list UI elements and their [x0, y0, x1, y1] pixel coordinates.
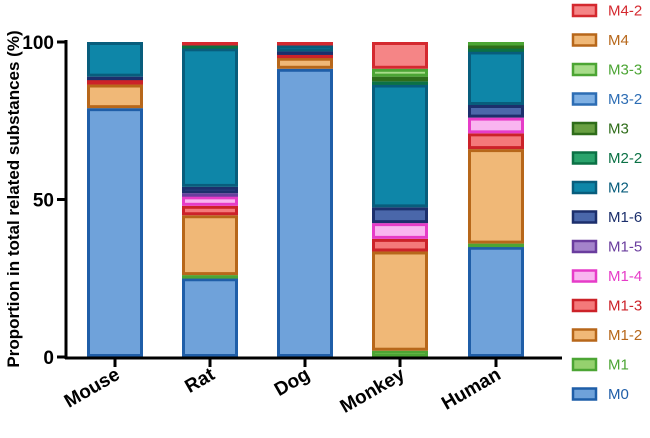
- bar-segment-human-m1: [468, 243, 524, 248]
- bar-segment-dog-m4-2: [277, 42, 333, 46]
- legend-label-m1-6: M1-6: [608, 209, 642, 226]
- x-tick-group: Mouse Rat Dog Monkey Human: [61, 358, 505, 418]
- bar-segment-dog-m2: [277, 45, 333, 52]
- bar-segment-dog-m1-6: [277, 51, 333, 55]
- legend-swatch-m4-2: [571, 3, 598, 18]
- bar-segment-mouse-m1-2: [87, 84, 143, 109]
- x-tick-label-monkey: Monkey: [337, 364, 409, 418]
- legend-swatch-m1-4: [571, 269, 598, 283]
- legend-label-m3-2: M3-2: [608, 91, 642, 108]
- legend-label-m1-2: M1-2: [608, 327, 642, 344]
- bar-segment-monkey-m1-3: [372, 238, 428, 252]
- legend-label-m3-3: M3-3: [608, 62, 642, 79]
- bar-segment-mouse-m1-3: [87, 79, 143, 85]
- legend-swatch-m3: [571, 121, 598, 136]
- legend-swatch-m2: [571, 180, 598, 195]
- legend-label-m1-4: M1-4: [608, 268, 642, 285]
- bar-segment-human-m1-6: [468, 105, 524, 118]
- legend-label-m4-2: M4-2: [608, 3, 642, 20]
- bar-segment-monkey-m3-3: [372, 68, 428, 77]
- bar-segment-monkey-m2-2: [372, 81, 428, 85]
- bar-group: [87, 42, 524, 358]
- bar-segment-mouse-m1-6: [87, 76, 143, 81]
- bar-segment-rat-m1-2: [182, 215, 238, 276]
- bar-segment-human-m3-3: [468, 42, 524, 46]
- bar-segment-human-m2-2: [468, 48, 524, 52]
- x-tick-label-human: Human: [438, 364, 504, 414]
- bar-segment-rat-m4-2: [182, 42, 238, 46]
- legend-label-m3: M3: [608, 121, 629, 138]
- bar-segment-human-m2: [468, 51, 524, 105]
- legend-swatch-m1-3: [571, 298, 598, 313]
- legend-swatch-m1-2: [571, 328, 598, 342]
- y-tick-label-50: 50: [33, 191, 54, 212]
- bar-segment-rat-m1-5: [182, 193, 238, 197]
- bar-segment-monkey-m4-2: [372, 42, 428, 69]
- legend-label-m4: M4: [608, 32, 629, 49]
- bar-segment-rat-m1-3: [182, 205, 238, 216]
- legend-swatch-m1: [571, 357, 598, 372]
- legend-swatch-m3-2: [571, 92, 598, 106]
- bar-segment-rat-m2: [182, 48, 238, 187]
- bar-segment-monkey-m2: [372, 84, 428, 208]
- legend-swatch-m1-6: [571, 210, 598, 224]
- x-tick-label-dog: Dog: [271, 364, 313, 401]
- legend-swatch-m3-3: [571, 62, 598, 77]
- legend-label-m2-2: M2-2: [608, 150, 642, 167]
- legend-swatch-m0: [571, 387, 598, 401]
- legend-label-m1: M1: [608, 357, 629, 374]
- bar-segment-monkey-m1-4: [372, 223, 428, 239]
- bar-segment-mouse-m0: [87, 108, 143, 358]
- y-tick-group: 0 50 100: [22, 33, 66, 369]
- legend-swatch-m4: [571, 33, 598, 47]
- bar-segment-monkey-m3: [372, 76, 428, 82]
- legend-label-m0: M0: [608, 386, 629, 403]
- x-tick-label-rat: Rat: [181, 364, 219, 398]
- legend-label-m1-3: M1-3: [608, 298, 642, 315]
- y-tick-label-0: 0: [43, 348, 54, 369]
- bar-segment-rat-m1-6: [182, 186, 238, 194]
- bar-segment-human-m3: [468, 45, 524, 49]
- bar-segment-rat-m2-2: [182, 45, 238, 49]
- legend-label-m1-5: M1-5: [608, 239, 642, 256]
- bar-segment-dog-m0: [277, 68, 333, 358]
- bar-segment-dog-m1-2: [277, 57, 333, 69]
- legend: M4-2 M4 M3-3 M3-2 M3 M2-2 M2 M1-6 M1-5 M1-4 M1-3 M1…: [571, 3, 642, 403]
- bar-segment-human-m1-3: [468, 133, 524, 150]
- bar-segment-monkey-m1-2: [372, 251, 428, 351]
- y-tick-label-100: 100: [22, 33, 54, 54]
- bar-segment-monkey-m1-6: [372, 207, 428, 224]
- legend-label-m2: M2: [608, 180, 629, 197]
- bar-segment-monkey-m1: [372, 350, 428, 358]
- bar-segment-rat-m1: [182, 275, 238, 279]
- bar-segment-human-m1-2: [468, 149, 524, 244]
- legend-swatch-m2-2: [571, 151, 598, 165]
- bar-segment-dog-m1-3: [277, 54, 333, 59]
- bar-segment-mouse-m2: [87, 42, 143, 77]
- bar-segment-human-m0: [468, 246, 524, 357]
- legend-swatch-m1-5: [571, 239, 598, 254]
- bar-segment-human-m1-4: [468, 117, 524, 134]
- x-tick-label-mouse: Mouse: [61, 364, 124, 412]
- bar-segment-rat-m1-4: [182, 196, 238, 206]
- bar-segment-rat-m0: [182, 278, 238, 357]
- y-axis-title: Proportion in total related substances (…: [4, 30, 23, 367]
